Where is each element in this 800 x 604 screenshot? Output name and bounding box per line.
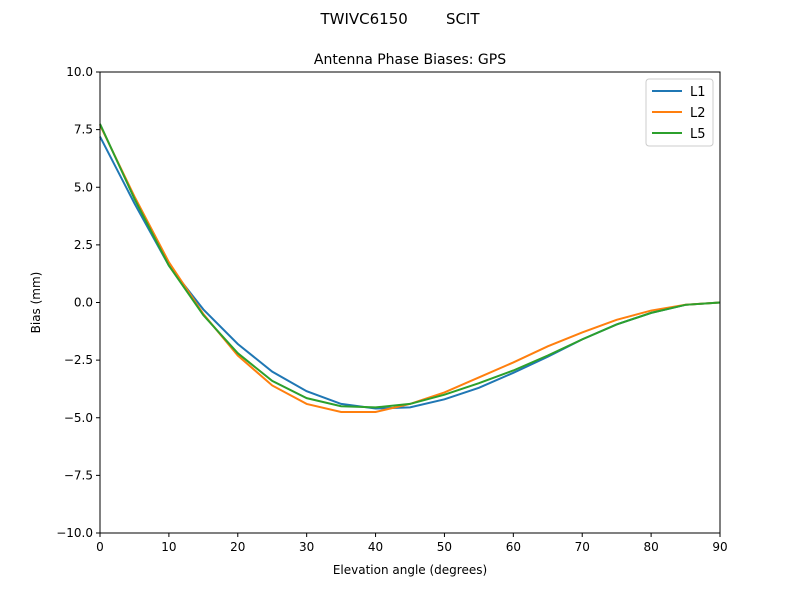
x-tick-label: 0 — [96, 540, 104, 554]
x-axis-label: Elevation angle (degrees) — [333, 563, 487, 577]
y-tick-label: −2.5 — [64, 353, 93, 367]
y-axis-label: Bias (mm) — [29, 272, 43, 334]
plot-frame — [99, 71, 721, 534]
legend-label: L5 — [690, 127, 706, 142]
y-tick-label: −5.0 — [64, 411, 93, 425]
y-tick-label: −7.5 — [64, 468, 93, 482]
suptitle: TWIVC6150 SCIT — [319, 10, 480, 28]
x-tick-label: 60 — [506, 540, 521, 554]
y-tick-label: 7.5 — [74, 123, 93, 137]
y-tick-label: −10.0 — [56, 526, 93, 540]
x-tick-label: 90 — [712, 540, 727, 554]
legend: L1 L2 L5 — [645, 78, 714, 147]
legend-label: L2 — [690, 106, 706, 121]
y-tick-label: 0.0 — [74, 296, 93, 310]
x-tick-label: 20 — [230, 540, 245, 554]
x-tick-label: 40 — [368, 540, 383, 554]
series-line-L1 — [99, 136, 721, 410]
y-tick-label: 5.0 — [74, 180, 93, 194]
x-tick-label: 70 — [575, 540, 590, 554]
x-tick-label: 30 — [299, 540, 314, 554]
y-tick-label: 10.0 — [66, 65, 93, 79]
series-line-L2 — [99, 124, 721, 413]
y-tick-label: 2.5 — [74, 238, 93, 252]
x-tick-label: 10 — [161, 540, 176, 554]
x-tick-label: 50 — [437, 540, 452, 554]
chart-title: Antenna Phase Biases: GPS — [314, 52, 506, 68]
series-line-L5 — [99, 123, 721, 409]
x-tick-label: 80 — [643, 540, 658, 554]
legend-label: L1 — [690, 85, 706, 100]
